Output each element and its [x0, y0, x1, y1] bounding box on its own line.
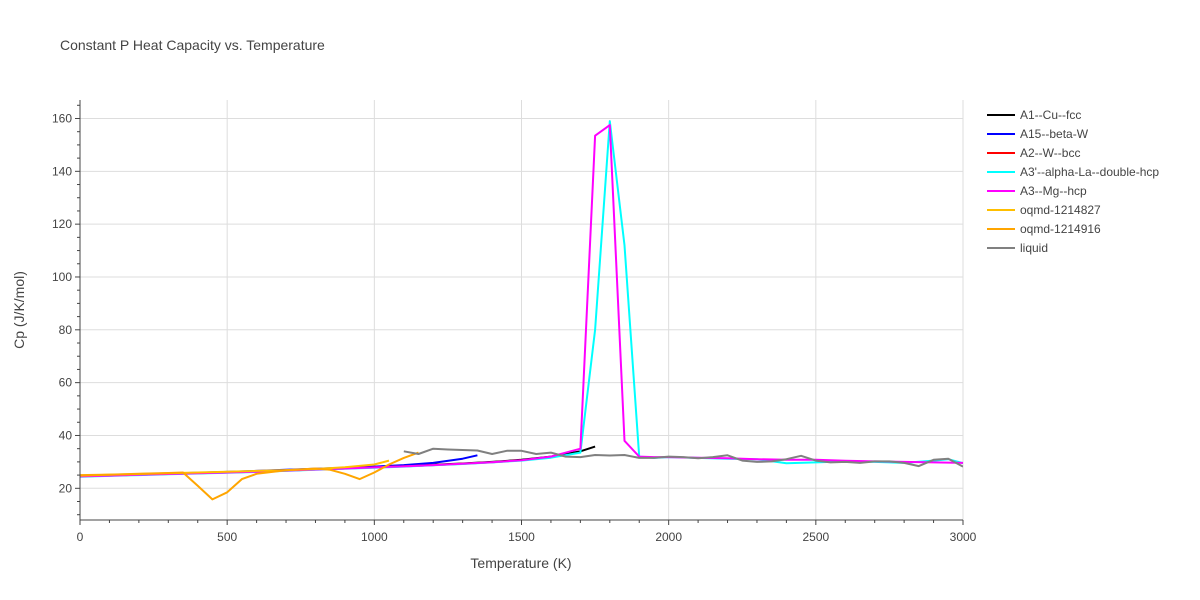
- x-tick-label: 2000: [655, 530, 682, 544]
- y-tick-label: 160: [52, 111, 72, 125]
- y-tick-label: 80: [59, 323, 73, 337]
- legend[interactable]: A1--Cu--fcc A15--beta-W A2--W--bcc A3'--alp…: [987, 108, 1159, 255]
- legend-entry[interactable]: A1--Cu--fcc: [1020, 108, 1081, 122]
- y-tick-label: 100: [52, 270, 72, 284]
- x-tick-label: 1500: [508, 530, 535, 544]
- legend-entry[interactable]: A2--W--bcc: [1020, 146, 1080, 160]
- x-axis-title: Temperature (K): [470, 555, 571, 571]
- x-tick-label: 0: [77, 530, 84, 544]
- y-tick-label: 20: [59, 481, 73, 495]
- y-tick-label: 120: [52, 217, 72, 231]
- chart-title: Constant P Heat Capacity vs. Temperature: [60, 37, 325, 53]
- legend-entry[interactable]: A15--beta-W: [1020, 127, 1089, 141]
- x-tick-label: 3000: [950, 530, 977, 544]
- legend-entry[interactable]: liquid: [1020, 241, 1048, 255]
- y-tick-label: 140: [52, 164, 72, 178]
- legend-entry[interactable]: oqmd-1214827: [1020, 203, 1101, 217]
- x-tick-label: 1000: [361, 530, 388, 544]
- x-tick-label: 500: [217, 530, 237, 544]
- legend-entry[interactable]: A3'--alpha-La--double-hcp: [1020, 165, 1159, 179]
- y-tick-label: 60: [59, 376, 73, 390]
- legend-entry[interactable]: A3--Mg--hcp: [1020, 184, 1087, 198]
- axes: 0 500 1000 1500 2000 2500 3000 20 40 60 80 100 120 14…: [52, 100, 977, 544]
- grid-lines: [80, 100, 964, 520]
- y-axis-title: Cp (J/K/mol): [11, 271, 27, 349]
- x-tick-label: 2500: [802, 530, 829, 544]
- series-line-7[interactable]: [403, 447, 963, 468]
- plot-area[interactable]: [80, 120, 963, 501]
- series-line-6[interactable]: [80, 451, 419, 501]
- legend-entry[interactable]: oqmd-1214916: [1020, 222, 1101, 236]
- y-tick-label: 40: [59, 428, 73, 442]
